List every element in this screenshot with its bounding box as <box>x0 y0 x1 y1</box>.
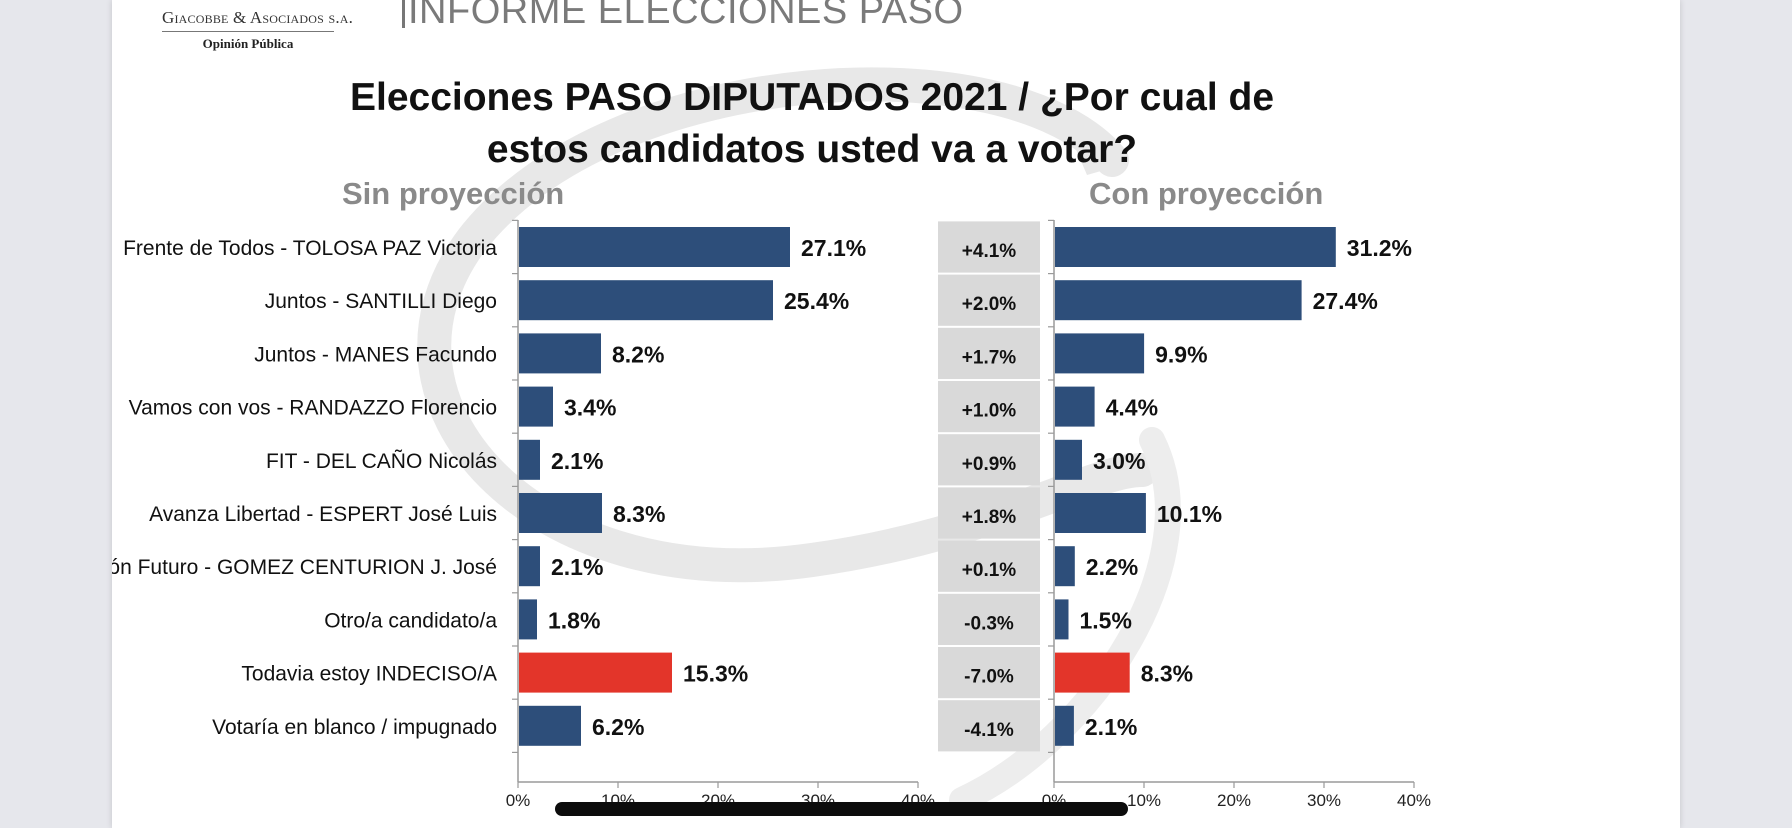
difference-label: +0.1% <box>962 560 1017 581</box>
data-label: 4.4% <box>1106 395 1158 421</box>
category-label: Todavia estoy INDECISO/A <box>241 663 497 686</box>
bar <box>519 493 602 533</box>
category-label: Avanza Libertad - ESPERT José Luis <box>149 503 497 526</box>
x-tick-label: 10% <box>1127 791 1161 810</box>
x-tick-label: 40% <box>1397 791 1431 810</box>
category-label: Juntos - MANES Facundo <box>254 343 497 366</box>
bar <box>1055 227 1336 267</box>
difference-label: +4.1% <box>962 241 1017 262</box>
category-label: Juntos - SANTILLI Diego <box>265 290 497 313</box>
horizontal-scrollbar[interactable] <box>555 802 1128 816</box>
difference-label: +2.0% <box>962 294 1017 315</box>
bar-chart: Frente de Todos - TOLOSA PAZ Victoria Jun… <box>112 219 1431 810</box>
difference-box <box>938 381 1040 433</box>
difference-box <box>938 540 1040 592</box>
data-label: 2.1% <box>1085 714 1137 740</box>
data-label: 25.4% <box>784 288 849 314</box>
difference-label: +1.7% <box>962 347 1017 368</box>
category-label: Vamos con vos - RANDAZZO Florencio <box>129 397 497 420</box>
bar <box>519 599 537 640</box>
bar <box>1055 386 1095 427</box>
data-label: 15.3% <box>683 661 748 687</box>
panel-title-sin-proyeccion: Sin proyección <box>342 176 565 211</box>
bar <box>1055 546 1075 587</box>
chart-title: Elecciones PASO DIPUTADOS 2021 / ¿Por cu… <box>349 76 1275 171</box>
data-label: 3.4% <box>564 395 616 421</box>
category-label: Unión Futuro - GOMEZ CENTURION J. José <box>112 556 497 579</box>
difference-box <box>938 221 1040 273</box>
x-tick-label: 30% <box>1307 791 1341 810</box>
difference-label: -7.0% <box>964 667 1014 688</box>
category-label: FIT - DEL CAÑO Nicolás <box>266 449 497 473</box>
bar <box>519 333 601 374</box>
bar <box>1055 493 1146 533</box>
difference-label: +0.9% <box>962 454 1017 475</box>
difference-label: +1.0% <box>962 401 1017 422</box>
bar <box>519 439 540 480</box>
data-label: 8.3% <box>613 501 665 527</box>
slide: Giacobbe & Asociados s.a. Opinión Públic… <box>112 0 1680 828</box>
bar <box>519 386 553 427</box>
data-label: 1.8% <box>548 607 600 633</box>
data-label: 31.2% <box>1347 235 1412 261</box>
data-label: 6.2% <box>592 714 644 740</box>
difference-label: -4.1% <box>964 720 1014 741</box>
difference-label: +1.8% <box>962 507 1017 528</box>
category-label: Otro/a candidato/a <box>324 609 497 632</box>
data-label: 10.1% <box>1157 501 1222 527</box>
bar <box>519 280 773 321</box>
bar <box>1055 705 1074 746</box>
bar <box>519 705 581 746</box>
data-label: 3.0% <box>1093 448 1145 474</box>
data-label: 2.2% <box>1086 554 1138 580</box>
bar <box>519 652 672 693</box>
difference-label: -0.3% <box>964 613 1014 634</box>
data-label: 8.2% <box>612 341 664 367</box>
company-logo: Giacobbe & Asociados s.a. Opinión Públic… <box>162 8 353 52</box>
logo-name: Giacobbe & Asociados s.a. <box>162 8 353 32</box>
panel-title-con-proyeccion: Con proyección <box>1089 176 1324 211</box>
difference-box <box>938 700 1040 752</box>
data-label: 9.9% <box>1155 341 1207 367</box>
bar <box>1055 439 1082 480</box>
bar <box>1055 652 1130 693</box>
difference-box <box>938 274 1040 326</box>
data-label: 2.1% <box>551 448 603 474</box>
data-label: 2.1% <box>551 554 603 580</box>
difference-box <box>938 487 1040 539</box>
bar <box>1055 280 1302 321</box>
data-label: 1.5% <box>1080 607 1132 633</box>
x-tick-label: 0% <box>506 791 531 810</box>
data-label: 8.3% <box>1141 661 1193 687</box>
logo-subtitle: Opinión Pública <box>202 36 294 51</box>
report-title: INFORME ELECCIONES PASO <box>408 0 964 32</box>
difference-box <box>938 647 1040 699</box>
category-label: Votaría en blanco / impugnado <box>212 716 497 739</box>
data-label: 27.4% <box>1313 288 1378 314</box>
header-divider <box>402 0 405 28</box>
bar <box>1055 599 1069 640</box>
category-label: Frente de Todos - TOLOSA PAZ Victoria <box>123 237 497 260</box>
bar <box>519 546 540 587</box>
bar <box>1055 333 1145 374</box>
difference-box <box>938 327 1040 379</box>
difference-box <box>938 593 1040 645</box>
data-label: 27.1% <box>801 235 866 261</box>
bar <box>519 227 790 267</box>
difference-box <box>938 434 1040 486</box>
x-tick-label: 20% <box>1217 791 1251 810</box>
